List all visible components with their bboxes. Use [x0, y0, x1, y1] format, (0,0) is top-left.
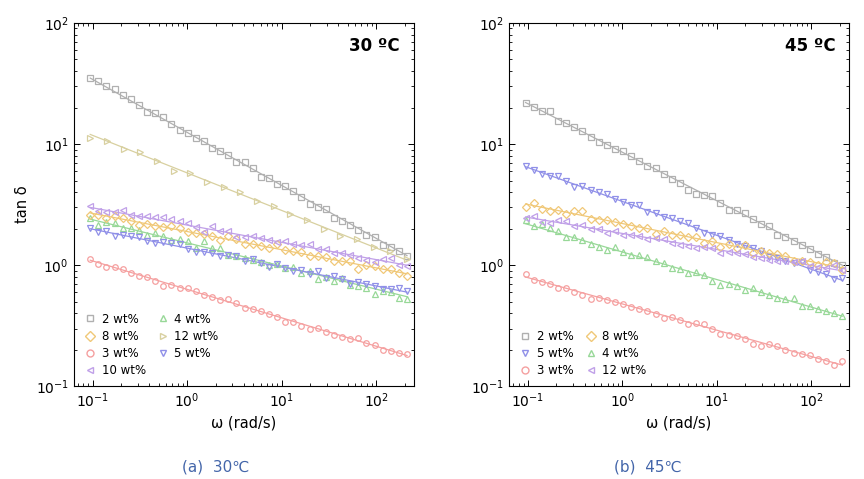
X-axis label: ω (rad/s): ω (rad/s): [211, 415, 276, 431]
Legend: 2 wt%, 8 wt%, 3 wt%, 10 wt%, 4 wt%, 12 wt%, 5 wt%, : 2 wt%, 8 wt%, 3 wt%, 10 wt%, 4 wt%, 12 w…: [79, 309, 222, 380]
Y-axis label: tan δ: tan δ: [15, 186, 30, 223]
Text: (a)  30℃: (a) 30℃: [182, 459, 250, 474]
X-axis label: ω (rad/s): ω (rad/s): [646, 415, 712, 431]
Legend: 2 wt%, 5 wt%, 3 wt%, 8 wt%, 4 wt%, 12 wt%: 2 wt%, 5 wt%, 3 wt%, 8 wt%, 4 wt%, 12 wt…: [515, 326, 650, 380]
Text: 30 ºC: 30 ºC: [349, 37, 400, 56]
Text: 45 ºC: 45 ºC: [785, 37, 835, 56]
Text: (b)  45℃: (b) 45℃: [614, 459, 682, 474]
